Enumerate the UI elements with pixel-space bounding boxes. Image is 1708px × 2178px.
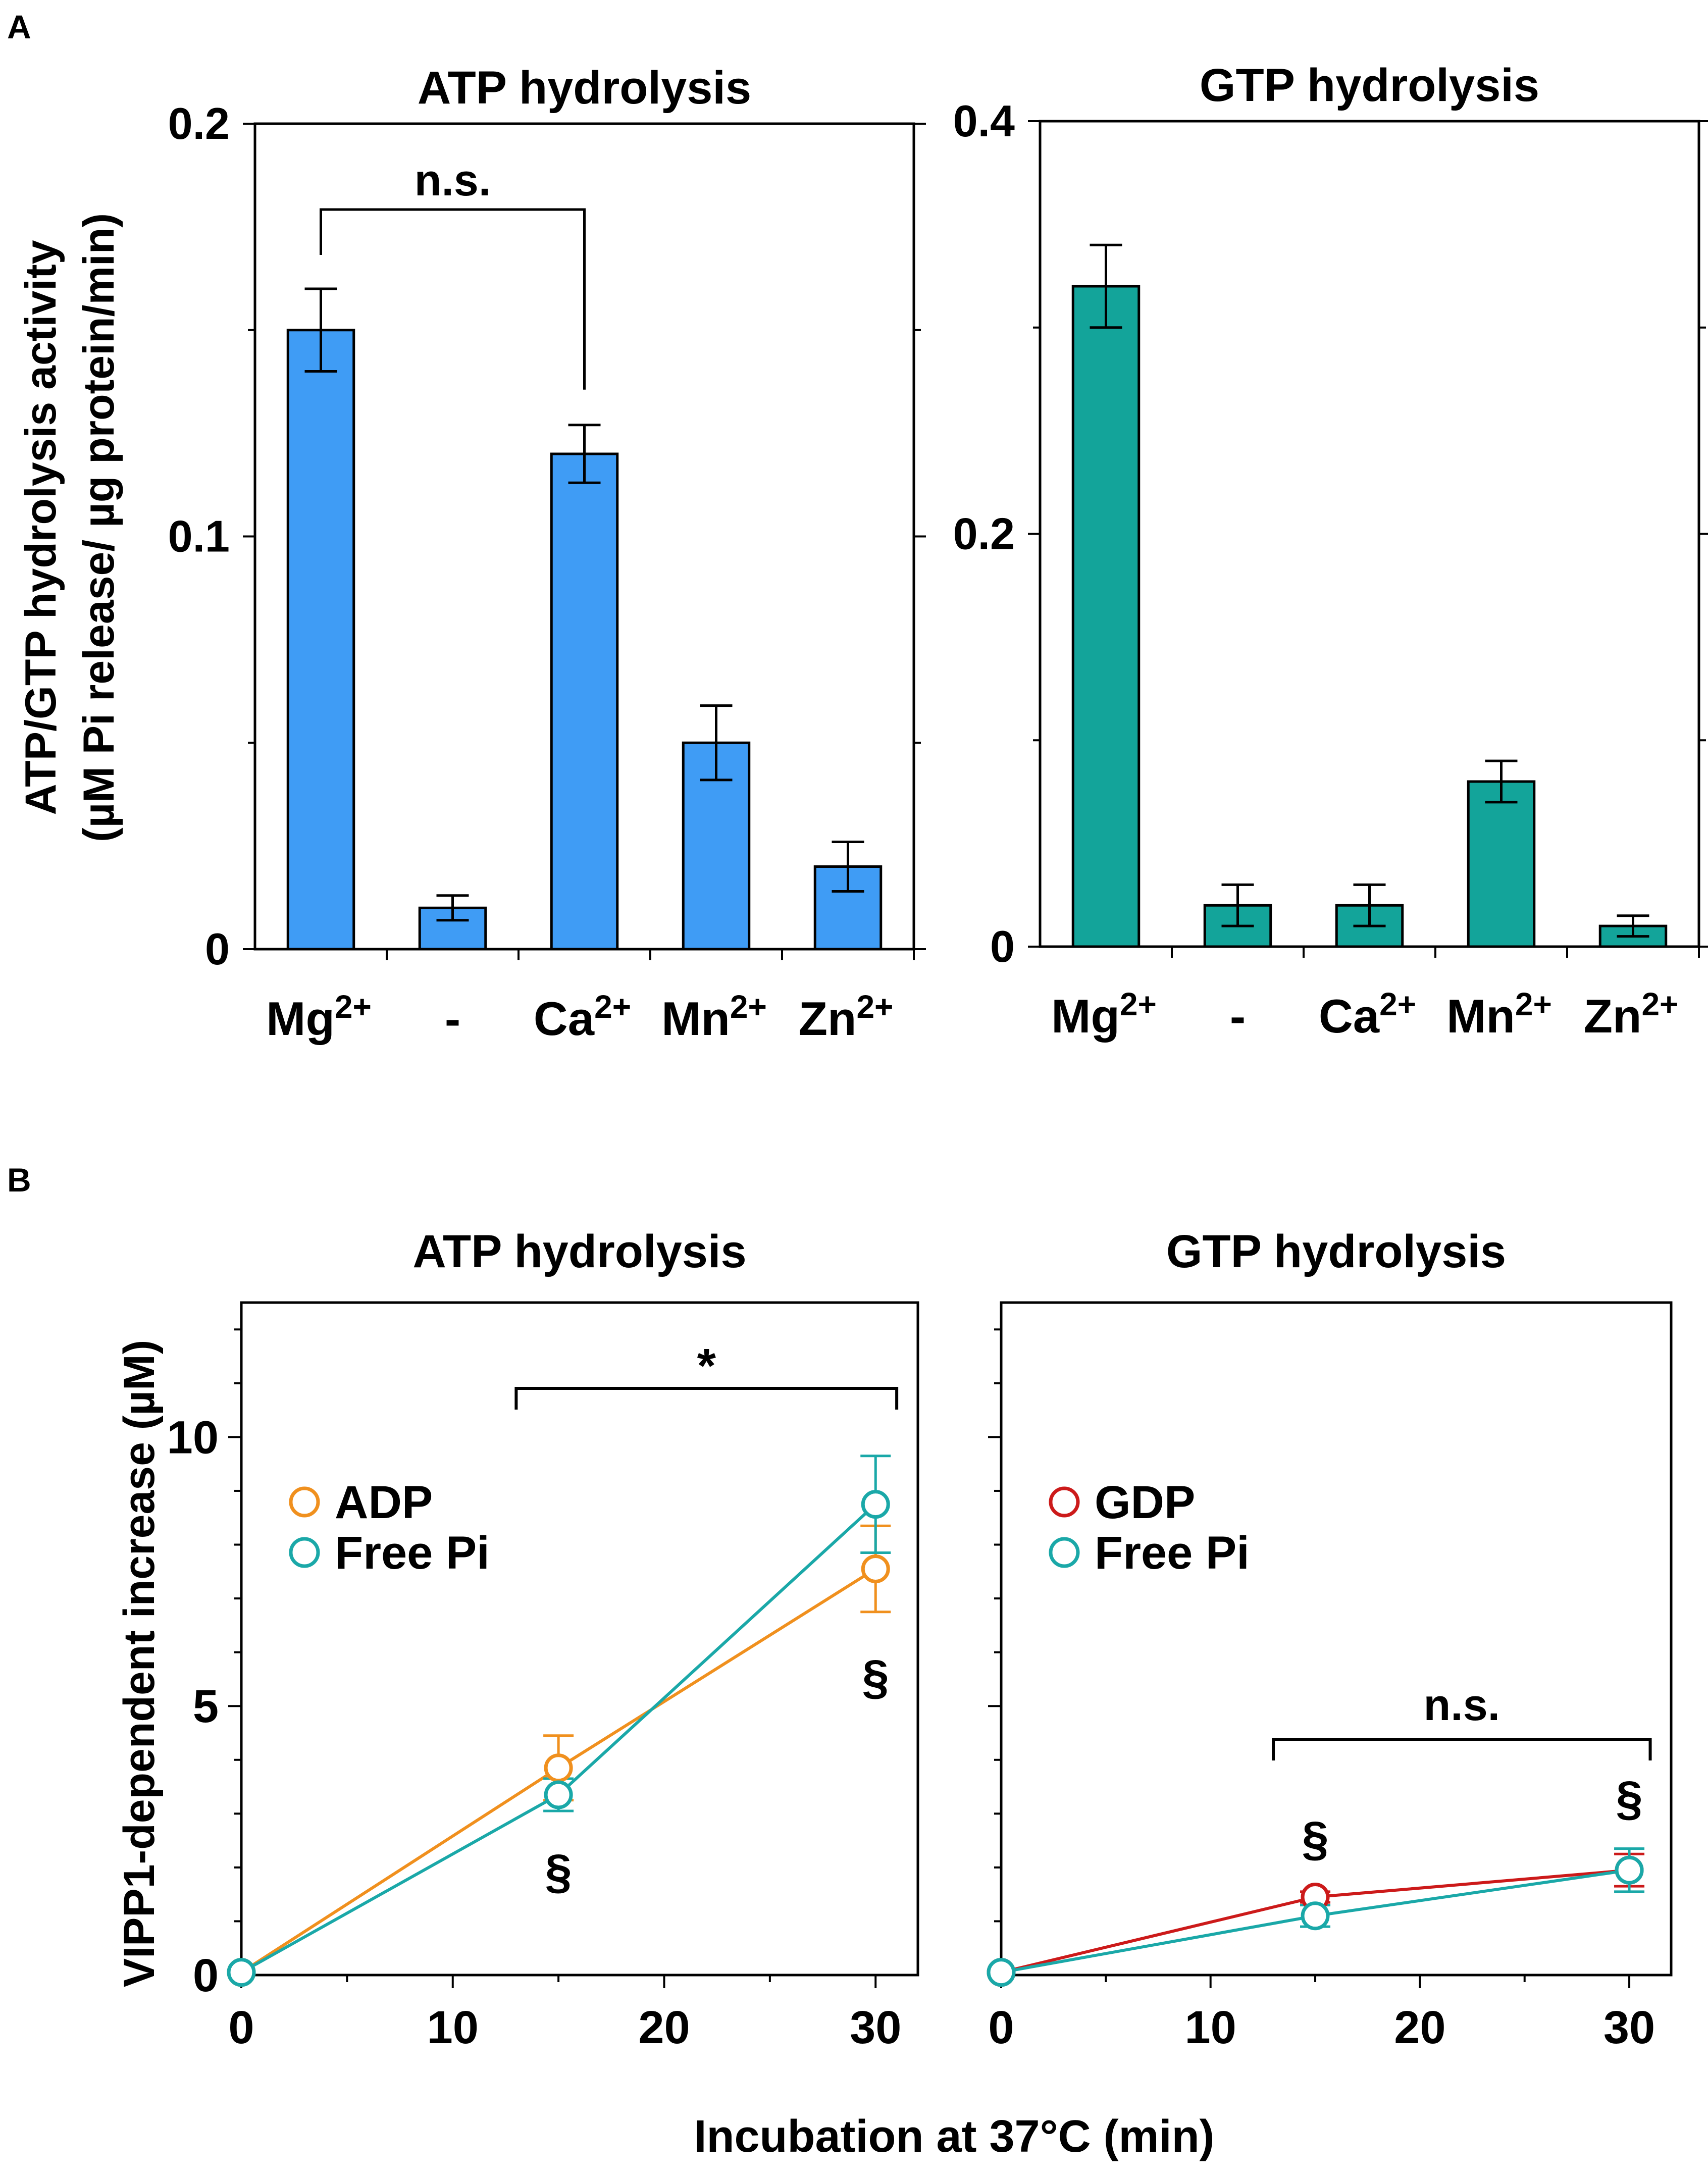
x-category-label: Mn2+ <box>661 989 767 1045</box>
legend-marker-0 <box>289 1486 320 1518</box>
category-base: Mg <box>1051 990 1120 1043</box>
panel-b-ylabel: VIPP1-dependent increase (µM) <box>115 1340 164 1988</box>
y-tick-label: 0 <box>205 924 230 974</box>
section-mark: § <box>1616 1772 1642 1826</box>
y-tick-label: 0.4 <box>953 96 1015 146</box>
significance-bracket <box>514 1387 899 1410</box>
section-mark: § <box>862 1650 889 1704</box>
y-tick-label: 0.2 <box>953 509 1015 559</box>
y-tick-label: 10 <box>167 1412 219 1463</box>
significance-label: n.s. <box>1424 1680 1500 1730</box>
y-tick-label: 5 <box>193 1681 219 1732</box>
plot-frame <box>1000 1301 1673 1977</box>
x-category-label: Mg2+ <box>1051 986 1157 1043</box>
x-category-label: Mg2+ <box>266 989 372 1045</box>
chart-title: GTP hydrolysis <box>1166 1226 1506 1277</box>
panel-b-xlabel: Incubation at 37°C (min) <box>694 2111 1214 2162</box>
x-tick-label: 0 <box>988 2002 1014 2053</box>
bar-0 <box>1071 285 1141 948</box>
y-tick-label: 0 <box>990 921 1015 971</box>
chart-title: GTP hydrolysis <box>1200 60 1539 111</box>
category-superscript: 2+ <box>1515 986 1552 1022</box>
category-base: - <box>1230 990 1246 1043</box>
bar-3 <box>1467 780 1536 948</box>
significance-bracket <box>320 208 586 390</box>
data-point <box>1615 1855 1644 1885</box>
x-category-label: - <box>1230 990 1246 1043</box>
category-superscript: 2+ <box>1120 986 1157 1022</box>
bar-0 <box>286 329 355 951</box>
x-category-label: Zn2+ <box>799 989 894 1045</box>
legend-label-0: GDP <box>1095 1477 1195 1528</box>
category-superscript: 2+ <box>335 989 372 1025</box>
panel-a-ylabel-line2: (µM Pi release/ µg protein/min) <box>75 213 123 842</box>
x-tick-label: 20 <box>1394 2002 1445 2053</box>
category-superscript: 2+ <box>1641 986 1678 1022</box>
section-mark: § <box>1302 1812 1328 1866</box>
category-base: Ca <box>534 992 595 1045</box>
legend-marker-1 <box>1049 1537 1080 1568</box>
category-base: Ca <box>1319 990 1380 1043</box>
category-superscript: 2+ <box>1379 986 1416 1022</box>
bar-2 <box>550 452 619 951</box>
legend-label-1: Free Pi <box>1095 1527 1250 1579</box>
category-base: Mn <box>661 992 730 1045</box>
chart-title: ATP hydrolysis <box>418 62 751 114</box>
data-point <box>544 1753 573 1783</box>
category-superscript: 2+ <box>594 989 631 1025</box>
category-base: Zn <box>799 992 857 1045</box>
category-base: Mn <box>1446 990 1515 1043</box>
x-tick-label: 20 <box>638 2002 690 2053</box>
category-base: Zn <box>1584 990 1642 1043</box>
legend-label-1: Free Pi <box>335 1527 490 1579</box>
data-point <box>861 1490 890 1519</box>
category-superscript: 2+ <box>856 989 893 1025</box>
legend-marker-1 <box>289 1537 320 1568</box>
x-tick-label: 30 <box>850 2002 901 2053</box>
category-superscript: 2+ <box>730 989 767 1025</box>
x-category-label: Zn2+ <box>1584 986 1679 1043</box>
legend-marker-0 <box>1049 1486 1080 1518</box>
legend-label-0: ADP <box>335 1477 433 1528</box>
y-tick-label: 0.1 <box>168 511 230 561</box>
panel-a-ylabel-line1: ATP/GTP hydrolysis activity <box>17 240 65 815</box>
data-point <box>987 1958 1016 1987</box>
x-tick-label: 10 <box>1185 2002 1236 2053</box>
x-category-label: Ca2+ <box>1319 986 1416 1043</box>
data-point <box>227 1958 256 1987</box>
panel-b-label: B <box>7 1161 31 1199</box>
x-tick-label: 0 <box>228 2002 254 2053</box>
data-point <box>1301 1901 1330 1931</box>
category-base: Mg <box>266 992 335 1045</box>
significance-label: * <box>697 1339 716 1393</box>
data-point <box>861 1554 890 1583</box>
significance-label: n.s. <box>415 155 491 205</box>
x-tick-label: 30 <box>1603 2002 1655 2053</box>
plot-frame <box>240 1301 919 1977</box>
data-point <box>544 1780 573 1809</box>
section-mark: § <box>545 1845 572 1899</box>
chart-title: ATP hydrolysis <box>412 1226 746 1277</box>
category-base: - <box>445 992 460 1045</box>
panel-a-label: A <box>7 8 31 45</box>
y-tick-label: 0 <box>193 1950 219 2001</box>
x-category-label: Ca2+ <box>534 989 631 1045</box>
x-category-label: - <box>445 992 460 1045</box>
x-tick-label: 10 <box>427 2002 479 2053</box>
y-tick-label: 0.2 <box>168 98 230 148</box>
significance-bracket <box>1272 1738 1652 1760</box>
x-category-label: Mn2+ <box>1446 986 1552 1043</box>
